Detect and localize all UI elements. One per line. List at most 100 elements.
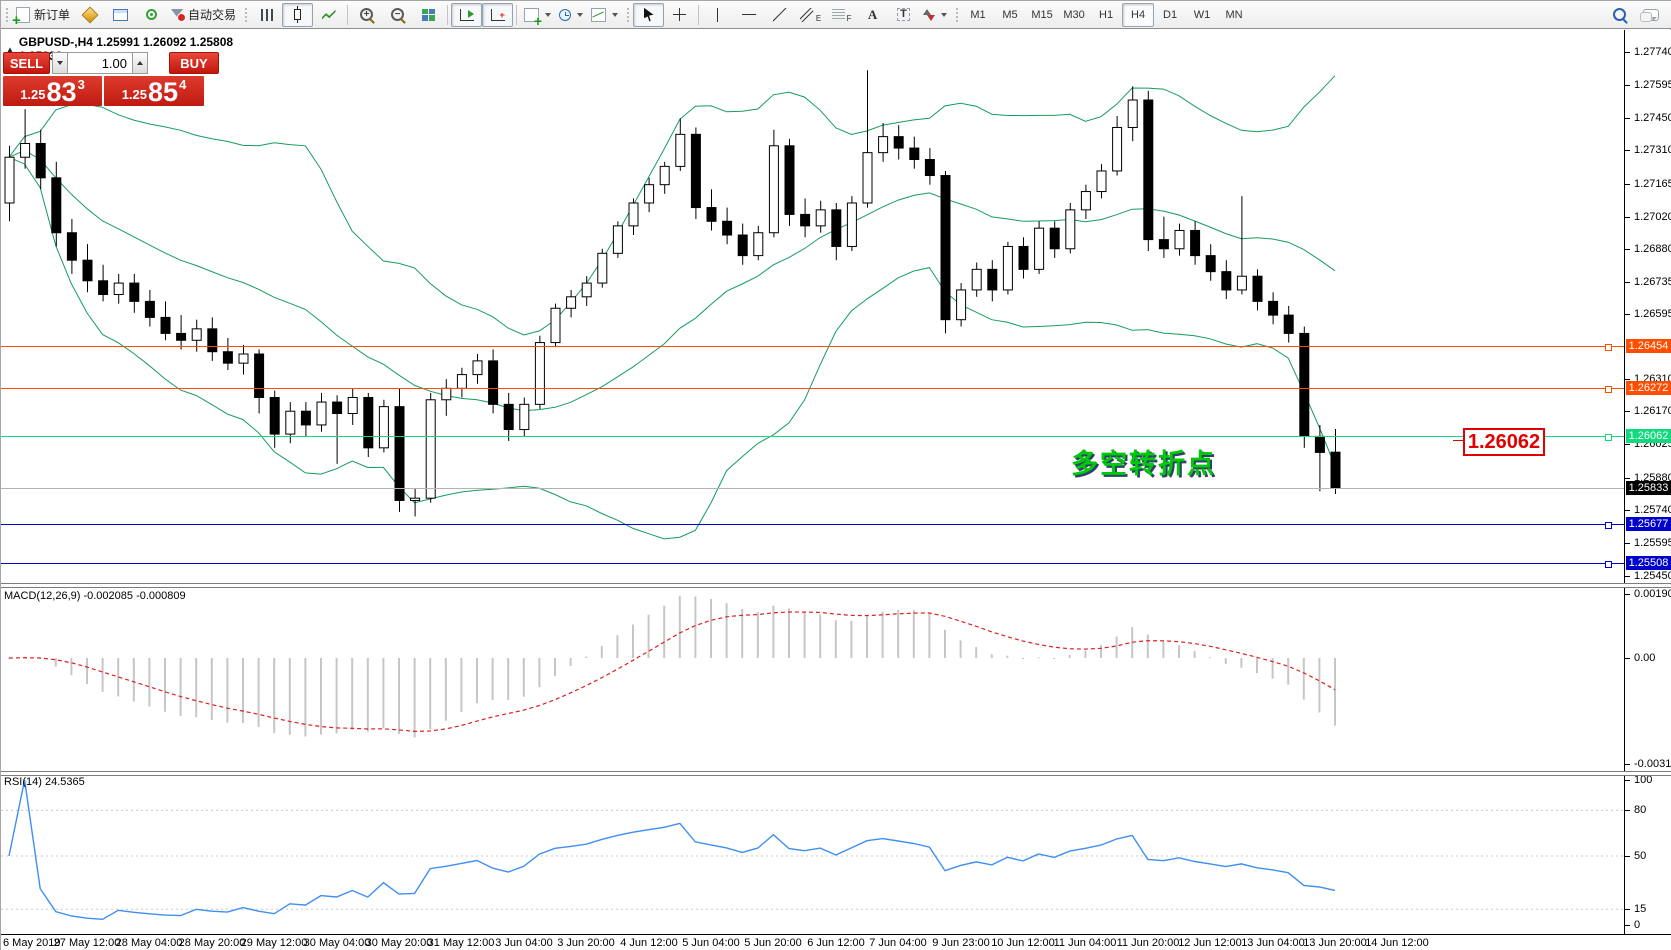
new-chart-button[interactable] bbox=[105, 3, 136, 27]
timeframe-m5[interactable]: M5 bbox=[1002, 8, 1018, 21]
axis-tick-mark bbox=[1625, 249, 1630, 250]
volume-input[interactable] bbox=[68, 52, 132, 74]
zoom-out-button[interactable]: − bbox=[382, 3, 413, 27]
chart-shift-button[interactable] bbox=[482, 2, 514, 27]
signals-button[interactable] bbox=[136, 3, 167, 27]
price-tick-label: 1.26735 bbox=[1634, 276, 1671, 288]
toolbar-grip bbox=[625, 5, 631, 24]
rsi-label: RSI(14) 24.5365 bbox=[4, 776, 85, 788]
timeframe-h1[interactable]: H1 bbox=[1099, 8, 1114, 21]
timeframe-d1[interactable]: D1 bbox=[1163, 8, 1178, 21]
clock-icon bbox=[559, 8, 572, 21]
time-tick-label: 10 Jun 12:00 bbox=[991, 937, 1055, 949]
templates-button[interactable] bbox=[587, 3, 622, 27]
search-button[interactable] bbox=[1604, 3, 1635, 27]
candlestick-mode-button[interactable] bbox=[282, 2, 314, 27]
panel-separator[interactable] bbox=[1, 583, 1671, 588]
timeframe-m30[interactable]: M30 bbox=[1063, 8, 1085, 21]
price-tick-label: 1.27595 bbox=[1634, 79, 1671, 91]
time-tick-label: 13 Jun 04:00 bbox=[1241, 937, 1305, 949]
time-tick-label: 5 Jun 04:00 bbox=[682, 937, 740, 949]
axis-tick-mark bbox=[1625, 184, 1630, 185]
toolbar-grip bbox=[4, 5, 9, 24]
vertical-line-tool-button[interactable] bbox=[702, 3, 733, 27]
horizontal-line-object[interactable] bbox=[1, 436, 1624, 437]
toolbar-separator bbox=[447, 4, 449, 25]
line-handle[interactable] bbox=[1605, 522, 1612, 529]
volume-decrease-button[interactable] bbox=[52, 52, 68, 74]
candlestick-layer bbox=[4, 70, 1341, 540]
panel-separator[interactable] bbox=[1, 771, 1671, 776]
volume-increase-button[interactable] bbox=[132, 52, 148, 74]
label-icon: T bbox=[897, 8, 910, 21]
cursor-tool-button[interactable] bbox=[633, 2, 665, 27]
sell-price-prefix: 1.25 bbox=[20, 87, 46, 102]
text-tool-button[interactable]: A bbox=[857, 3, 888, 27]
label-tool-button[interactable]: T bbox=[888, 3, 919, 27]
macd-panel[interactable]: MACD(12,26,9) -0.002085 -0.000809 bbox=[1, 588, 1624, 771]
collapse-triangle-icon[interactable]: ▲ bbox=[6, 44, 14, 54]
chat-button[interactable] bbox=[1635, 3, 1666, 27]
autotrade-button[interactable]: 自动交易 bbox=[167, 3, 240, 27]
zoom-in-icon: + bbox=[360, 8, 374, 21]
timeframe-mn[interactable]: MN bbox=[1225, 8, 1243, 21]
periods-button[interactable] bbox=[555, 3, 587, 27]
horizontal-line-object[interactable] bbox=[1, 346, 1624, 347]
buy-button[interactable]: BUY bbox=[169, 52, 219, 74]
autotrade-icon bbox=[171, 8, 187, 22]
new-order-button[interactable]: 新订单 bbox=[12, 3, 74, 28]
horizontal-line-object[interactable] bbox=[1, 563, 1624, 564]
time-tick-label: 5 Jun 20:00 bbox=[744, 937, 802, 949]
axis-tick-mark bbox=[1625, 411, 1630, 412]
profiles-button[interactable] bbox=[74, 3, 105, 27]
horizontal-line-object[interactable] bbox=[1, 388, 1624, 389]
timeframe-m1[interactable]: M1 bbox=[970, 8, 986, 21]
horizontal-line-tool-button[interactable] bbox=[733, 3, 764, 27]
time-axis[interactable]: 6 May 2019 27 May 12:00 28 May 04:00 28 May… bbox=[1, 936, 1671, 950]
axis-tick-mark bbox=[1625, 118, 1630, 119]
rsi-axis-label: 0 bbox=[1634, 919, 1641, 931]
bar-chart-mode-button[interactable] bbox=[251, 3, 282, 27]
line-handle[interactable] bbox=[1605, 386, 1612, 393]
axis-tick-mark bbox=[1625, 282, 1630, 283]
time-tick-label: 4 Jun 12:00 bbox=[620, 937, 678, 949]
chart-annotation-text[interactable]: 多空转折点 bbox=[1071, 449, 1216, 479]
horizontal-line-object[interactable] bbox=[1, 524, 1624, 525]
time-tick-label: 27 May 12:00 bbox=[53, 937, 121, 949]
auto-scroll-button[interactable] bbox=[451, 2, 483, 27]
rsi-panel[interactable]: RSI(14) 24.5365 bbox=[1, 774, 1624, 934]
axis-tick-mark bbox=[1625, 764, 1630, 765]
tile-windows-button[interactable] bbox=[413, 3, 444, 27]
axis-tick-mark bbox=[1625, 52, 1630, 53]
axis-tick-mark bbox=[1625, 810, 1630, 811]
line-handle[interactable] bbox=[1605, 434, 1612, 441]
zoom-in-button[interactable]: + bbox=[351, 3, 382, 27]
buy-price-box[interactable]: 1.25 85 4 bbox=[104, 76, 204, 106]
timeframe-m15[interactable]: M15 bbox=[1031, 8, 1053, 21]
triangle-up-icon bbox=[137, 61, 143, 65]
crosshair-tool-button[interactable] bbox=[664, 3, 695, 27]
timeframe-h4[interactable]: H4 bbox=[1122, 2, 1155, 27]
channel-tool-button[interactable]: E bbox=[795, 3, 826, 27]
new-order-label: 新订单 bbox=[34, 8, 71, 22]
line-handle[interactable] bbox=[1605, 344, 1612, 351]
main-chart-plot[interactable]: 多空转折点 1.26062 ▲ GBPUSD-,H4 1.25991 1.260… bbox=[1, 30, 1624, 585]
chart-window-icon bbox=[113, 8, 129, 21]
time-tick-label: 6 May 2019 bbox=[3, 937, 61, 949]
timeframe-w1[interactable]: W1 bbox=[1193, 8, 1211, 21]
candlestick-icon bbox=[294, 6, 302, 23]
price-axis[interactable]: 1.27740 1.27595 1.27450 1.27310 1.27165 1.270… bbox=[1625, 30, 1671, 934]
time-tick-label: 30 May 04:00 bbox=[303, 937, 371, 949]
time-tick-label: 28 May 20:00 bbox=[178, 937, 246, 949]
arrows-tool-button[interactable] bbox=[919, 3, 951, 27]
sell-button[interactable]: SELL bbox=[3, 52, 50, 74]
line-chart-mode-button[interactable] bbox=[313, 3, 344, 27]
line-handle[interactable] bbox=[1605, 561, 1612, 568]
time-tick-label: 7 Jun 04:00 bbox=[869, 937, 927, 949]
price-tag-label[interactable]: 1.26062 bbox=[1453, 428, 1545, 456]
trendline-tool-button[interactable] bbox=[764, 3, 795, 27]
fibonacci-tool-button[interactable]: F bbox=[826, 3, 857, 27]
indicators-button[interactable] bbox=[520, 3, 555, 27]
sell-price-box[interactable]: 1.25 83 3 bbox=[3, 76, 102, 106]
time-tick-label: 13 Jun 20:00 bbox=[1303, 937, 1367, 949]
